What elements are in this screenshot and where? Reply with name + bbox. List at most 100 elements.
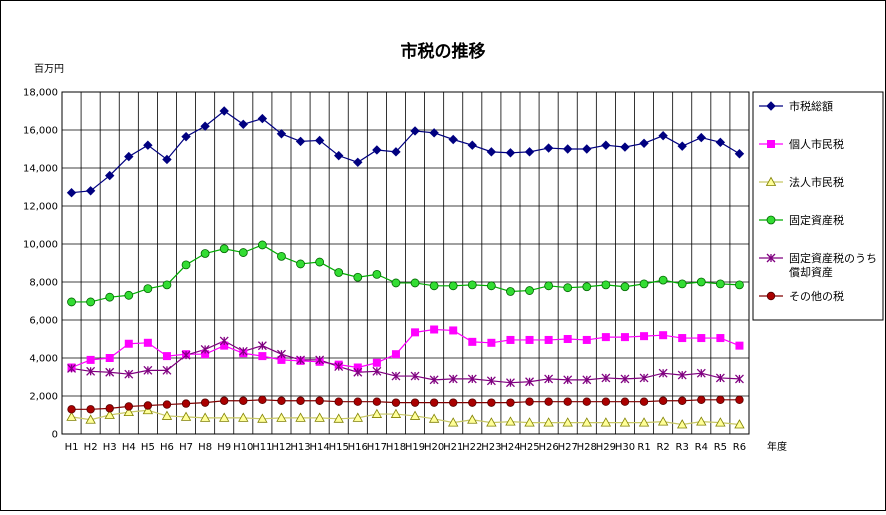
data-point-series-1 [391, 350, 400, 359]
data-point-series-4 [639, 373, 649, 383]
data-point-series-1 [124, 339, 133, 348]
x-tick-label: H16 [348, 442, 368, 453]
x-tick-label: H18 [386, 442, 406, 453]
data-point-series-3 [143, 284, 153, 294]
data-point-series-1 [258, 352, 267, 361]
data-point-series-4 [448, 374, 458, 384]
x-tick-label: H10 [233, 442, 253, 453]
data-point-series-4 [429, 375, 439, 385]
x-tick-label: H9 [217, 442, 231, 453]
data-point-series-5 [716, 395, 725, 404]
data-point-series-4 [505, 378, 515, 388]
data-point-series-4 [257, 341, 267, 351]
data-point-series-3 [334, 268, 344, 277]
data-point-series-1 [563, 335, 572, 343]
data-point-series-1 [143, 338, 152, 347]
data-point-series-2 [581, 417, 592, 427]
data-point-series-4 [525, 377, 535, 387]
data-point-series-1 [162, 352, 171, 361]
data-point-series-4 [696, 368, 706, 378]
y-axis-unit: 百万円 [34, 63, 64, 75]
data-point-series-2 [486, 417, 497, 427]
x-tick-label: H11 [252, 442, 272, 453]
data-point-series-4 [582, 375, 592, 385]
y-tick-label: 8,000 [29, 278, 58, 289]
x-tick-label: H19 [405, 442, 425, 453]
data-point-series-0 [314, 135, 325, 146]
x-tick-label: H12 [271, 442, 291, 453]
data-point-series-1 [697, 334, 706, 343]
data-point-series-4 [315, 355, 325, 365]
data-point-series-3 [486, 281, 496, 291]
data-point-series-3 [162, 280, 172, 290]
x-tick-label: H8 [198, 442, 212, 453]
data-point-series-0 [448, 134, 458, 145]
data-point-series-3 [257, 240, 267, 250]
data-point-series-0 [162, 154, 172, 165]
data-point-series-2 [543, 417, 554, 427]
data-point-series-5 [658, 396, 668, 405]
data-point-series-1 [601, 333, 610, 342]
data-point-series-4 [372, 366, 382, 376]
data-point-series-1 [411, 328, 420, 337]
data-point-series-3 [86, 297, 96, 307]
data-point-series-2 [524, 417, 535, 427]
data-point-series-2 [314, 412, 325, 422]
legend-label: 市税総額 [789, 99, 833, 113]
data-point-series-5 [487, 398, 496, 407]
data-point-series-3 [601, 280, 611, 290]
data-point-series-5 [620, 397, 630, 406]
data-point-series-4 [658, 368, 668, 378]
data-point-series-4 [124, 369, 134, 379]
data-point-series-0 [200, 121, 210, 131]
data-point-series-5 [239, 396, 248, 405]
data-point-series-3 [124, 290, 134, 300]
data-point-series-4 [486, 376, 496, 386]
data-point-series-4 [544, 374, 554, 384]
data-point-series-2 [123, 406, 134, 417]
x-tick-label: R6 [733, 442, 746, 453]
data-point-series-2 [85, 414, 96, 424]
legend-marker [765, 176, 777, 186]
data-point-series-4 [677, 370, 687, 380]
data-point-series-0 [505, 148, 516, 158]
x-tick-label: R4 [695, 442, 708, 453]
data-point-series-5 [296, 396, 305, 405]
x-tick-label: H23 [481, 442, 501, 453]
data-point-series-3 [391, 278, 401, 288]
x-tick-label: H26 [539, 442, 559, 453]
data-point-series-2 [257, 413, 268, 423]
x-tick-label: H30 [615, 442, 635, 453]
x-tick-label: H17 [367, 442, 387, 453]
data-point-series-4 [143, 365, 153, 375]
data-point-series-3 [200, 249, 210, 258]
data-point-series-0 [734, 149, 745, 159]
data-point-series-5 [506, 398, 515, 407]
data-point-series-2 [352, 412, 363, 422]
data-point-series-4 [276, 349, 286, 359]
data-point-series-2 [295, 412, 306, 422]
data-point-series-2 [390, 408, 402, 418]
y-tick-label: 14,000 [23, 164, 58, 175]
data-point-series-2 [428, 413, 440, 423]
series-line-2 [71, 409, 740, 426]
data-point-series-0 [486, 147, 497, 157]
legend-marker [766, 291, 776, 301]
x-tick-label: R5 [714, 442, 727, 453]
y-tick-label: 12,000 [23, 202, 58, 213]
data-point-series-3 [296, 259, 305, 269]
x-tick-label: H21 [443, 442, 463, 453]
data-point-series-5 [678, 396, 687, 405]
x-tick-label: H22 [462, 442, 482, 453]
data-point-series-4 [620, 374, 630, 384]
data-point-series-5 [582, 397, 591, 406]
data-point-series-1 [544, 335, 553, 344]
data-point-series-2 [619, 417, 631, 427]
x-tick-label: H14 [310, 442, 330, 453]
legend-label: 個人市民税 [789, 137, 844, 151]
data-point-series-3 [67, 297, 76, 307]
data-point-series-4 [601, 373, 611, 383]
data-point-series-3 [353, 272, 363, 282]
